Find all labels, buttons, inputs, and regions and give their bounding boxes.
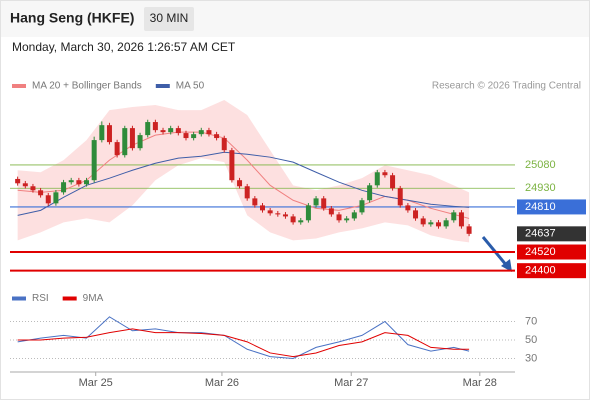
candle-body bbox=[405, 205, 411, 211]
candle-body bbox=[367, 185, 373, 201]
candle-body bbox=[68, 180, 74, 183]
legend-swatch bbox=[155, 84, 170, 88]
candle-body bbox=[198, 130, 204, 135]
candle-body bbox=[45, 195, 51, 204]
last-price-label: 24637 bbox=[525, 228, 556, 240]
candle-body bbox=[38, 190, 44, 196]
candle-body bbox=[30, 186, 36, 191]
level-label: 24400 bbox=[525, 265, 556, 277]
subtitle: Monday, March 30, 2026 1:26:57 AM CET bbox=[12, 40, 236, 54]
legend-label: MA 50 bbox=[176, 81, 205, 92]
candle-body bbox=[183, 133, 189, 139]
candle-body bbox=[374, 172, 380, 186]
candle-body bbox=[267, 210, 273, 214]
candle-body bbox=[237, 180, 243, 187]
candle-body bbox=[53, 192, 59, 204]
candle-body bbox=[351, 212, 357, 219]
candle-body bbox=[252, 198, 258, 206]
candle-body bbox=[244, 186, 250, 199]
candle-body bbox=[137, 135, 143, 149]
chart-title: Hang Seng (HKFE) bbox=[10, 10, 134, 26]
candle-body bbox=[191, 134, 197, 139]
candle-body bbox=[145, 122, 151, 136]
candle-body bbox=[229, 150, 235, 181]
candle-body bbox=[15, 178, 21, 184]
last-price-box bbox=[517, 226, 586, 242]
level-label: 24810 bbox=[525, 201, 556, 213]
candle-body bbox=[168, 128, 174, 133]
legend-label: 9MA bbox=[83, 293, 104, 304]
candle-body bbox=[122, 128, 128, 156]
candle-body bbox=[206, 130, 212, 135]
legend-label: MA 20 + Bollinger Bands bbox=[32, 81, 142, 92]
rsi-line bbox=[17, 328, 470, 358]
candle-body bbox=[76, 180, 82, 185]
candle-body bbox=[336, 214, 342, 221]
candle-body bbox=[61, 182, 67, 193]
rsi-tick-label: 50 bbox=[525, 334, 537, 346]
candle-body bbox=[443, 220, 449, 227]
rsi-tick-label: 70 bbox=[525, 315, 537, 327]
level-box bbox=[517, 199, 586, 215]
candle-body bbox=[359, 200, 365, 213]
legend-swatch bbox=[62, 296, 77, 301]
candle-body bbox=[344, 218, 350, 221]
source: Research © 2026 Trading Central bbox=[432, 81, 581, 92]
candle-body bbox=[458, 212, 464, 227]
candle-body bbox=[175, 128, 181, 134]
rsi-line bbox=[17, 316, 470, 360]
x-tick-label: Mar 26 bbox=[205, 377, 239, 389]
legend-swatch bbox=[12, 296, 26, 301]
candle-body bbox=[435, 222, 441, 227]
candle-body bbox=[22, 183, 28, 187]
x-tick-label: Mar 25 bbox=[79, 377, 113, 389]
candle-body bbox=[114, 142, 120, 156]
candle-body bbox=[420, 218, 426, 225]
candle-body bbox=[451, 212, 457, 221]
candle-body bbox=[129, 128, 135, 149]
header-bar bbox=[1, 1, 589, 37]
candle-body bbox=[328, 208, 334, 215]
candle-body bbox=[397, 188, 403, 206]
candle-body bbox=[106, 125, 112, 143]
level-box bbox=[517, 263, 586, 279]
interval-badge bbox=[144, 7, 194, 31]
candle-body bbox=[305, 205, 311, 221]
candle-body bbox=[298, 220, 304, 223]
rsi-tick-label: 30 bbox=[525, 352, 537, 364]
candle-body bbox=[160, 130, 166, 133]
level-label: 24930 bbox=[525, 182, 556, 194]
candle-body bbox=[91, 140, 97, 181]
level-label: 25080 bbox=[525, 159, 556, 171]
candle-body bbox=[84, 180, 90, 185]
x-tick-label: Mar 28 bbox=[463, 377, 497, 389]
x-tick-label: Mar 27 bbox=[334, 377, 368, 389]
level-box bbox=[517, 244, 586, 260]
interval: 30 MIN bbox=[150, 11, 189, 25]
candle-body bbox=[221, 138, 227, 151]
legend-swatch bbox=[12, 84, 26, 88]
candle-body bbox=[413, 210, 419, 219]
forecast-arrowhead bbox=[501, 259, 512, 272]
candle-body bbox=[321, 198, 327, 209]
candle-body bbox=[382, 172, 388, 176]
candle-body bbox=[290, 216, 296, 223]
candle-body bbox=[390, 175, 396, 189]
candle-body bbox=[214, 134, 220, 139]
candle-body bbox=[282, 214, 288, 217]
candle-body bbox=[275, 213, 281, 215]
legend-label: RSI bbox=[32, 293, 49, 304]
candle-body bbox=[152, 122, 158, 131]
candle-body bbox=[99, 125, 105, 141]
level-label: 24520 bbox=[525, 246, 556, 258]
candle-body bbox=[313, 198, 319, 206]
candle-body bbox=[260, 205, 265, 211]
candle-body bbox=[466, 226, 472, 234]
candle-body bbox=[428, 222, 434, 225]
